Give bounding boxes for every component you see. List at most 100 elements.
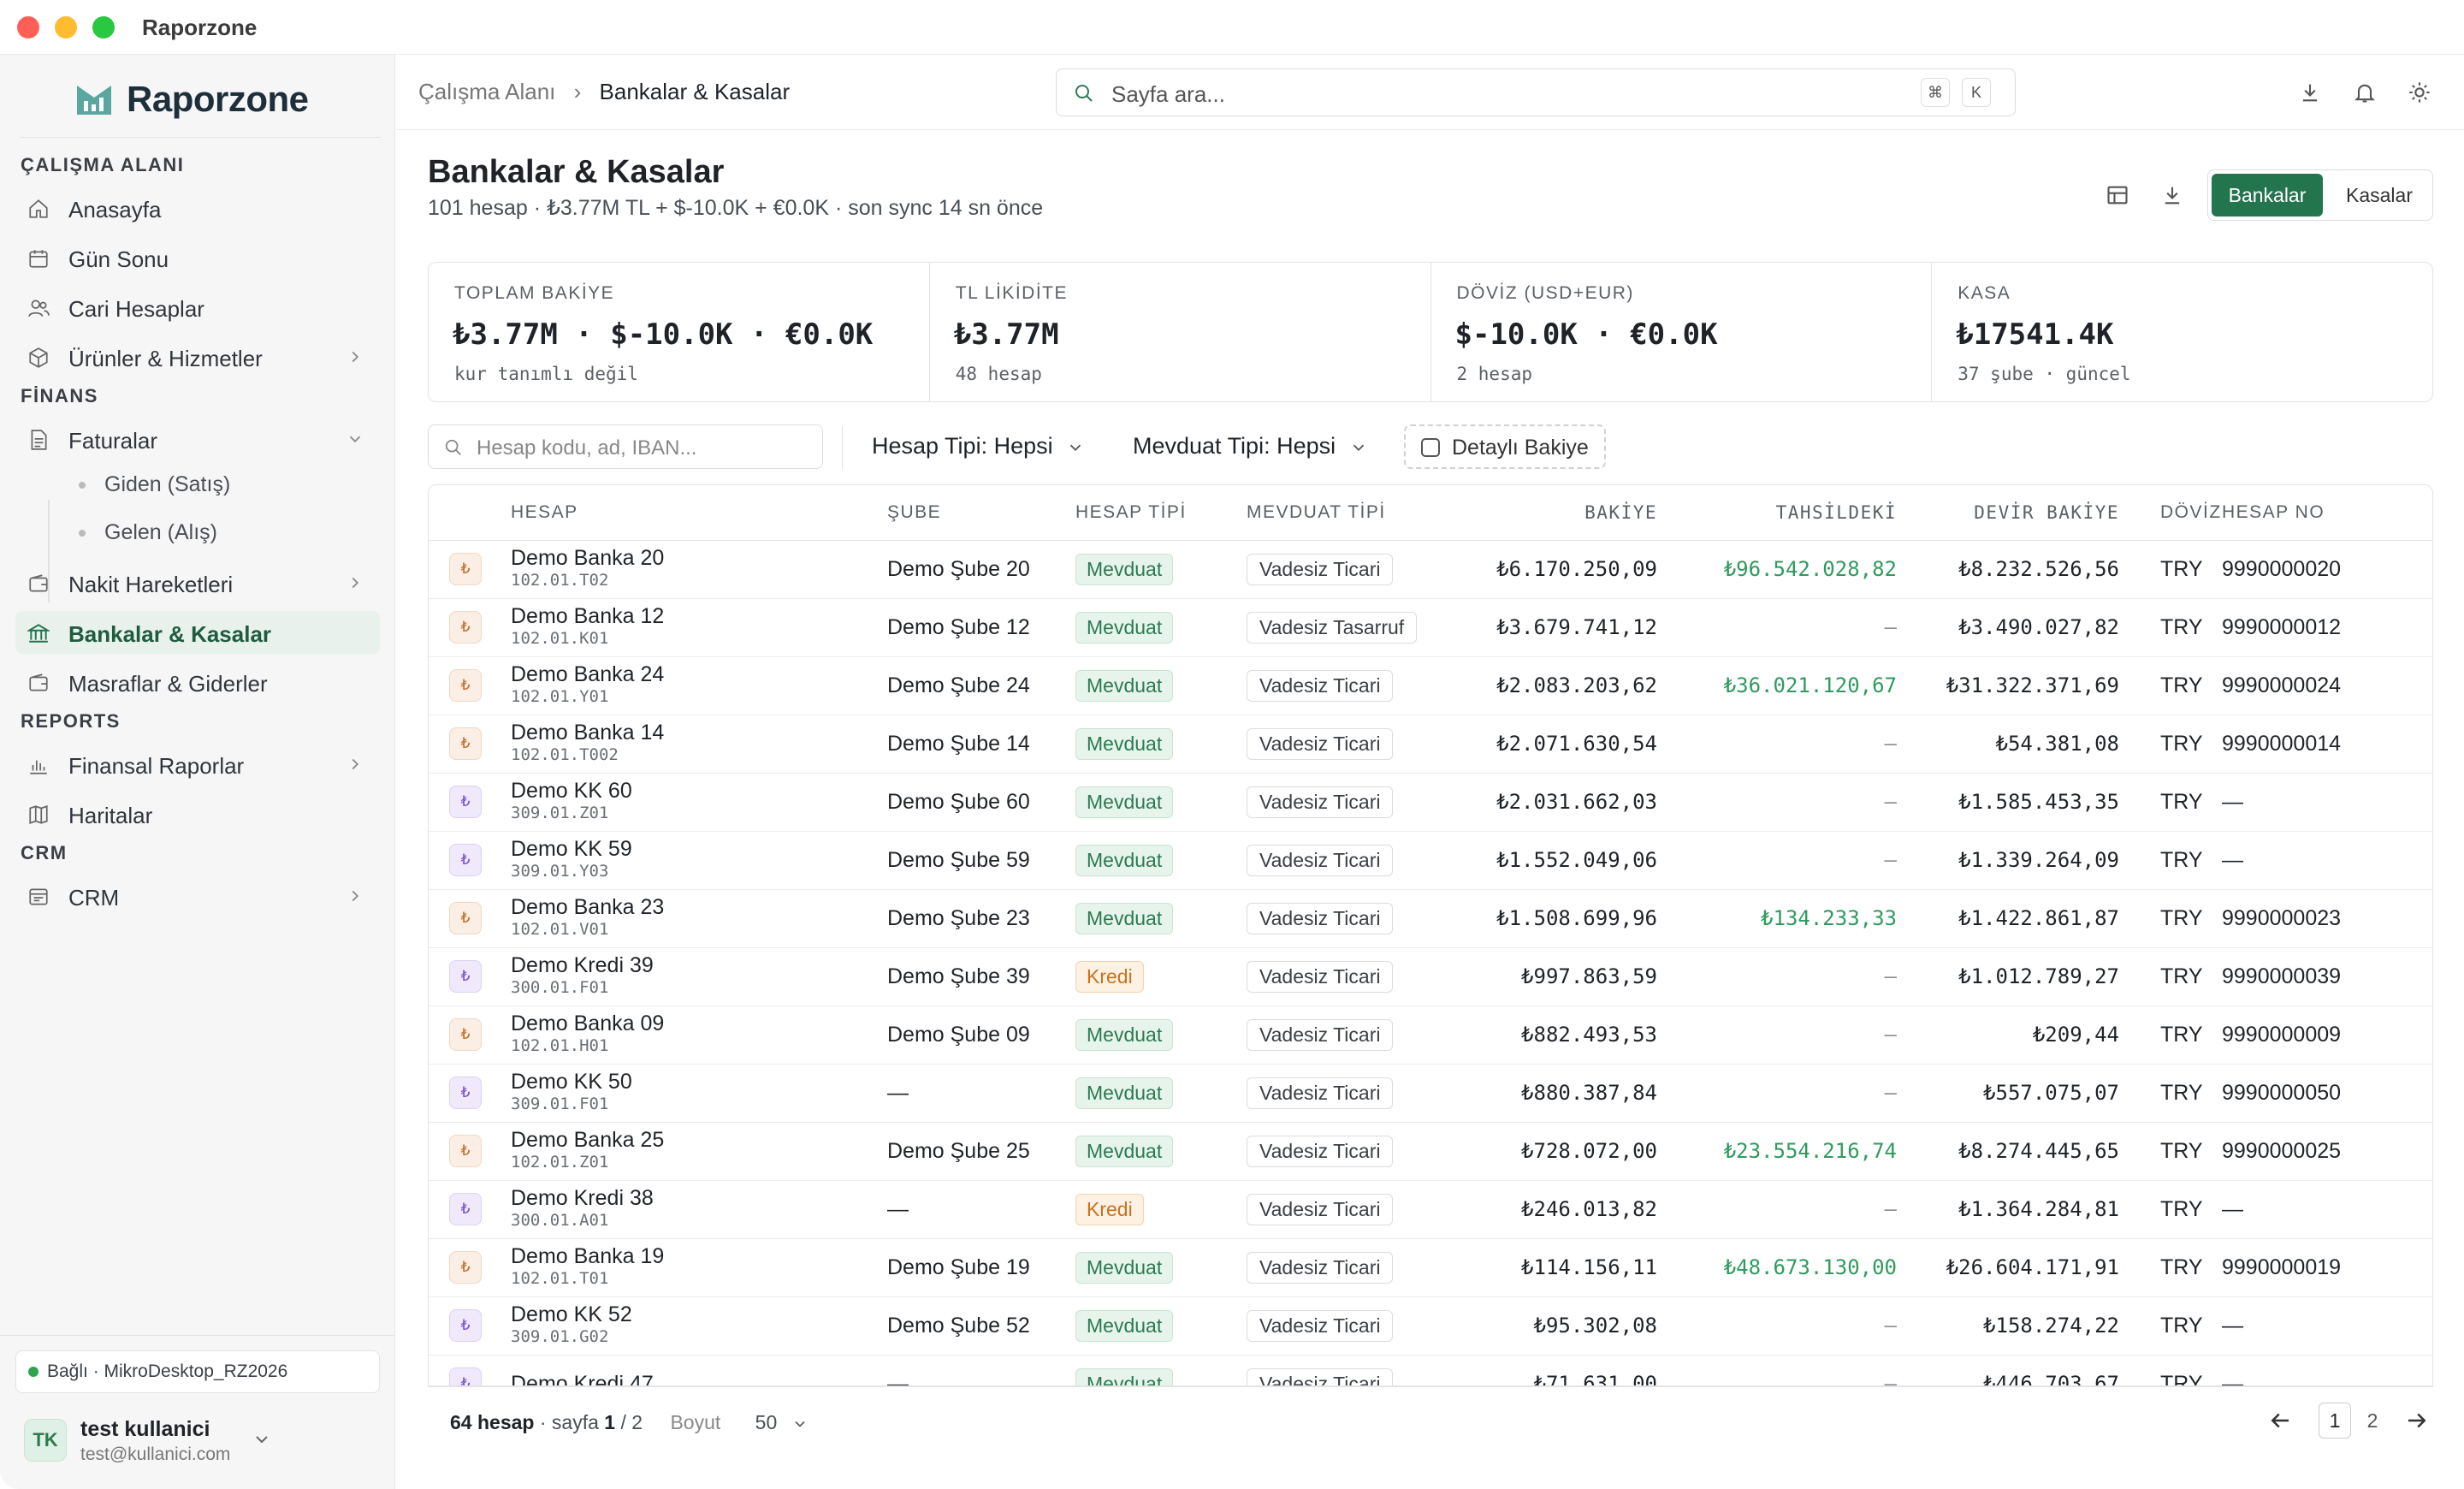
table-row[interactable]: ₺ Demo Banka 09 102.01.H01 Demo Şube 09 Mevd… [429,1006,2432,1065]
table-row[interactable]: ₺ Demo Banka 19 102.01.T01 Demo Şube 19 Mevd… [429,1238,2432,1297]
export-download-icon[interactable] [2160,183,2184,207]
currency-cell: TRY [2119,947,2222,1006]
account-code: 102.01.H01 [511,1036,609,1055]
table-view-icon[interactable] [2106,183,2129,207]
page-search-input[interactable]: Sayfa ara... ⌘ K [1056,68,2016,116]
account-cell[interactable]: Demo Kredi 38 300.01.A01 [511,1180,887,1239]
sun-icon[interactable] [2408,80,2431,104]
col-devir-bakiye[interactable]: DEVİR BAKİYE [1897,485,2119,541]
branch-cell: — [887,1355,1075,1385]
logo[interactable]: Raporzone [75,79,309,120]
account-cell[interactable]: Demo Banka 09 102.01.H01 [511,1006,887,1065]
card-kasa: KASA ₺17541.4K 37 şube · güncel [1932,263,2432,401]
account-cell[interactable]: Demo Banka 12 102.01.K01 [511,598,887,657]
deposit-type-pill: Vadesiz Ticari [1247,1367,1394,1385]
table-row[interactable]: ₺ Demo Banka 23 102.01.V01 Demo Şube 23 Mevd… [429,889,2432,948]
minimize-window-button[interactable] [55,16,77,39]
card-value: ₺3.77M [953,317,1059,352]
account-cell[interactable]: Demo Banka 20 102.01.T02 [511,540,887,599]
account-cell[interactable]: Demo KK 50 309.01.F01 [511,1064,887,1123]
carryover-cell: ₺26.604.171,91 [1897,1238,2119,1297]
currency-cell: TRY [2119,540,2222,599]
account-cell[interactable]: Demo Banka 24 102.01.Y01 [511,656,887,715]
chevron-right-icon [352,351,359,363]
zoom-window-button[interactable] [92,16,115,39]
bell-icon[interactable] [2353,80,2377,104]
account-type-dropdown[interactable]: Hesap Tipi: Hepsi [872,433,1085,460]
account-type-badge: Mevduat [1075,1018,1174,1051]
account-name: Demo Banka 09 [511,1011,665,1035]
col-doviz[interactable]: DÖVİZ [2119,485,2222,541]
account-code: 309.01.F01 [511,1095,609,1113]
close-window-button[interactable] [17,16,39,39]
tab-bankalar[interactable]: Bankalar [2212,174,2323,217]
account-cell[interactable]: Demo KK 52 309.01.G02 [511,1296,887,1356]
breadcrumb-root[interactable]: Çalışma Alanı [418,79,556,104]
receipt-icon [29,673,48,691]
deposit-type-cell: Vadesiz Ticari [1247,1122,1443,1181]
col-bakiye[interactable]: BAKİYE [1443,485,1657,541]
detailed-balance-toggle[interactable]: Detaylı Bakiye [1404,424,1606,469]
table-row[interactable]: ₺ Demo Banka 12 102.01.K01 Demo Şube 12 Mevd… [429,598,2432,657]
account-cell[interactable]: Demo Kredi 39 300.01.F01 [511,947,887,1006]
sidebar-item-bankalar-kasalar[interactable]: Bankalar & Kasalar [15,611,380,654]
col-hesap-no[interactable]: HESAP NO [2222,485,2432,541]
row-icon-cell: ₺ [429,831,511,890]
table-row[interactable]: ₺ Demo Banka 20 102.01.T02 Demo Şube 20 Mevd… [429,540,2432,599]
sidebar-item-haritalar[interactable]: Haritalar [15,792,380,835]
user-menu[interactable]: TK test kullanici test@kullanici.com [15,1414,380,1482]
table-row[interactable]: ₺ Demo KK 60 309.01.Z01 Demo Şube 60 Mevduat… [429,773,2432,832]
collection-cell: — [1657,773,1897,832]
table-row[interactable]: ₺ Demo Banka 25 102.01.Z01 Demo Şube 25 Mevd… [429,1122,2432,1181]
account-code: 300.01.F01 [511,978,609,997]
account-name: Demo Kredi 39 [511,953,654,977]
arrow-left-icon[interactable] [2267,1408,2293,1433]
table-row[interactable]: ₺ Demo KK 52 309.01.G02 Demo Şube 52 Mevduat… [429,1296,2432,1356]
deposit-type-dropdown[interactable]: Mevduat Tipi: Hepsi [1133,433,1368,460]
account-cell[interactable]: Demo KK 59 309.01.Y03 [511,831,887,890]
sidebar-item-anasayfa[interactable]: Anasayfa [15,187,380,229]
col-hesap[interactable]: HESAP [511,485,887,541]
table-row[interactable]: ₺ Demo Banka 24 102.01.Y01 Demo Şube 24 Mevd… [429,656,2432,715]
collection-cell: ₺48.673.130,00 [1657,1238,1897,1297]
sidebar-item-faturalar[interactable]: Faturalar [15,418,380,460]
sidebar-subitem-giden[interactable]: Giden (Satış) [79,472,230,497]
account-cell[interactable]: Demo Kredi 47 [511,1355,887,1385]
table-row[interactable]: ₺ Demo Kredi 39 300.01.F01 Demo Şube 39 Kred… [429,947,2432,1006]
account-search-input[interactable]: Hesap kodu, ad, IBAN... [428,424,823,469]
arrow-right-icon[interactable] [2404,1408,2430,1433]
account-type-cell: Kredi [1075,947,1247,1006]
table-row[interactable]: ₺ Demo KK 50 309.01.F01— Mevduat Vadesiz Tic… [429,1064,2432,1123]
sidebar-item-finansal-raporlar[interactable]: Finansal Raporlar [15,743,380,786]
table-row[interactable]: ₺ Demo Kredi 38 300.01.A01— Kredi Vadesiz Ti… [429,1180,2432,1239]
sidebar-item-urunler[interactable]: Ürünler & Hizmetler [15,335,380,378]
carryover-cell: ₺1.422.861,87 [1897,889,2119,948]
table-row[interactable]: ₺ Demo KK 59 309.01.Y03 Demo Şube 59 Mevduat… [429,831,2432,890]
sidebar-item-crm[interactable]: CRM [15,875,380,917]
page-title: Bankalar & Kasalar [428,154,725,190]
sidebar-subitem-gelen[interactable]: Gelen (Alış) [79,520,217,545]
page-2-button[interactable]: 2 [2366,1409,2378,1432]
account-cell[interactable]: Demo Banka 19 102.01.T01 [511,1238,887,1297]
col-tahsildeki[interactable]: TAHSİLDEKİ [1657,485,1897,541]
sidebar-item-cari-hesaplar[interactable]: Cari Hesaplar [15,286,380,329]
account-cell[interactable]: Demo Banka 25 102.01.Z01 [511,1122,887,1181]
tab-kasalar[interactable]: Kasalar [2346,183,2413,206]
col-hesap-tipi[interactable]: HESAP TİPİ [1075,485,1247,541]
table-row[interactable]: ₺ Demo Banka 14 102.01.T002 Demo Şube 14 Mev… [429,715,2432,774]
download-icon[interactable] [2298,80,2322,104]
checkbox[interactable] [1421,438,1440,457]
collection-cell: ₺36.021.120,67 [1657,656,1897,715]
page-size-select[interactable]: 50 [755,1411,808,1433]
account-cell[interactable]: Demo Banka 23 102.01.V01 [511,889,887,948]
page-1-button[interactable]: 1 [2319,1403,2351,1439]
sidebar-item-masraflar[interactable]: Masraflar & Giderler [15,661,380,703]
sidebar-item-gun-sonu[interactable]: Gün Sonu [15,236,380,279]
col-sube[interactable]: ŞUBE [887,485,1075,541]
col-mevduat-tipi[interactable]: MEVDUAT TİPİ [1247,485,1443,541]
row-icon-cell: ₺ [429,1006,511,1065]
sidebar-item-nakit-hareketleri[interactable]: Nakit Hareketleri [15,561,380,604]
table-row[interactable]: ₺ Demo Kredi 47— Mevduat Vadesiz Ticari ₺71.… [429,1355,2432,1385]
account-cell[interactable]: Demo Banka 14 102.01.T002 [511,715,887,774]
account-cell[interactable]: Demo KK 60 309.01.Z01 [511,773,887,832]
